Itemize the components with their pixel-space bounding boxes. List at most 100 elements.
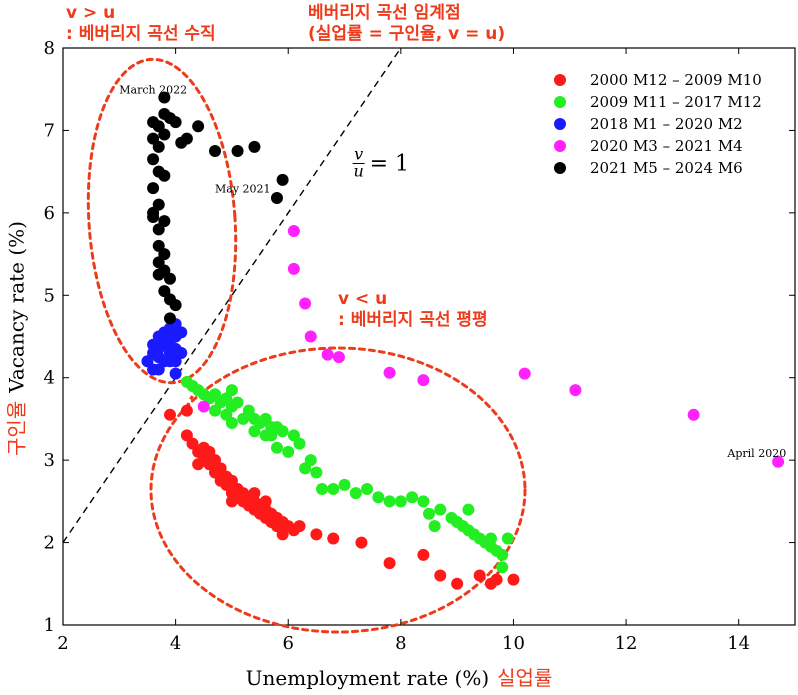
point-label: May 2021 <box>215 182 271 195</box>
data-point <box>158 91 171 104</box>
legend-marker <box>554 96 566 108</box>
x-tick-label: 8 <box>395 633 406 654</box>
data-point <box>501 532 514 545</box>
data-point <box>304 454 317 467</box>
data-point <box>276 425 289 438</box>
data-point <box>163 272 176 285</box>
x-tick-label: 4 <box>170 633 181 654</box>
data-point <box>231 145 244 158</box>
data-point <box>383 557 396 570</box>
vu-numerator: v <box>354 145 363 164</box>
x-tick-label: 2 <box>57 633 68 654</box>
data-point <box>332 351 345 364</box>
data-point <box>327 482 340 495</box>
data-point <box>282 445 295 458</box>
data-point <box>175 136 188 149</box>
legend-label: 2021 M5 – 2024 M6 <box>590 159 743 177</box>
vu-line <box>62 47 402 543</box>
data-point <box>299 297 312 310</box>
data-point <box>484 532 497 545</box>
x-tick-label: 6 <box>283 633 294 654</box>
data-point <box>147 116 160 129</box>
data-points <box>141 91 785 590</box>
y-axis-label-en: Vacancy rate (%) <box>4 221 29 393</box>
data-point <box>147 210 160 223</box>
legend-label: 2020 M3 – 2021 M4 <box>590 137 743 155</box>
data-point <box>192 458 205 471</box>
point-label: March 2022 <box>119 83 187 96</box>
flat-title: v < u <box>338 289 388 309</box>
data-point <box>265 429 278 442</box>
y-tick-label: 8 <box>44 38 55 59</box>
data-point <box>451 577 464 590</box>
y-axis-label-kr: 구인율 <box>4 400 29 456</box>
plot-frame <box>62 47 796 626</box>
x-tick-label: 10 <box>502 633 525 654</box>
legend-item: 2020 M3 – 2021 M4 <box>554 137 743 155</box>
vu-denominator: u <box>353 162 363 181</box>
data-point <box>197 400 210 413</box>
data-point <box>276 528 289 541</box>
legend-item: 2000 M12 – 2009 M10 <box>554 71 762 89</box>
data-point <box>147 153 160 166</box>
data-point <box>428 520 441 533</box>
data-point <box>225 495 238 508</box>
data-point <box>180 404 193 417</box>
data-point <box>152 268 165 281</box>
data-point <box>310 466 323 479</box>
data-point <box>383 495 396 508</box>
series-1 <box>163 404 520 590</box>
data-point <box>496 561 509 574</box>
data-point <box>163 355 176 368</box>
data-point <box>406 491 419 504</box>
critical-title: 베버리지 곡선 임계점 <box>308 3 461 23</box>
data-point <box>209 404 222 417</box>
vu-reference-line: vu = 1 <box>62 47 409 543</box>
data-point <box>338 478 351 491</box>
data-point <box>473 569 486 582</box>
y-tick-label: 5 <box>44 285 55 306</box>
legend-marker <box>554 162 566 174</box>
legend-label: 2000 M12 – 2009 M10 <box>590 71 762 89</box>
data-point <box>355 536 368 549</box>
data-point <box>327 532 340 545</box>
data-point <box>569 384 582 397</box>
data-point <box>169 299 182 312</box>
data-point <box>293 437 306 450</box>
y-tick-label: 4 <box>44 368 55 389</box>
data-point <box>687 408 700 421</box>
data-point <box>225 417 238 430</box>
legend-label: 2018 M1 – 2020 M2 <box>590 115 743 133</box>
data-point <box>293 520 306 533</box>
ellipse-link-left <box>185 389 197 408</box>
steep-title: v > u <box>66 3 116 23</box>
critical-subtitle: (실업률 = 구인율, v = u) <box>308 24 506 44</box>
data-point <box>259 495 272 508</box>
data-point <box>203 445 216 458</box>
data-point <box>316 482 329 495</box>
y-tick-label: 3 <box>44 450 55 471</box>
steep-subtitle: : 베버리지 곡선 수직 <box>66 24 216 44</box>
data-point <box>175 346 188 359</box>
data-point <box>490 573 503 586</box>
x-axis-label: Unemployment rate (%) 실업률 <box>0 662 798 691</box>
data-point <box>287 224 300 237</box>
vu-fraction: vu = 1 <box>352 145 409 181</box>
legend-label: 2009 M11 – 2017 M12 <box>590 93 762 111</box>
series-4 <box>197 224 785 468</box>
data-point <box>310 528 323 541</box>
data-point <box>462 503 475 516</box>
legend-item: 2021 M5 – 2024 M6 <box>554 159 743 177</box>
x-axis-label-en: Unemployment rate (%) <box>245 666 490 690</box>
data-point <box>417 374 430 387</box>
data-point <box>507 573 520 586</box>
y-tick-label: 6 <box>44 203 55 224</box>
data-point <box>349 487 362 500</box>
data-point <box>423 507 435 520</box>
y-tick-label: 7 <box>44 120 55 141</box>
vu-equals-one: = 1 <box>370 152 409 177</box>
data-point <box>287 262 300 275</box>
data-point <box>192 120 205 133</box>
data-point <box>209 145 222 158</box>
